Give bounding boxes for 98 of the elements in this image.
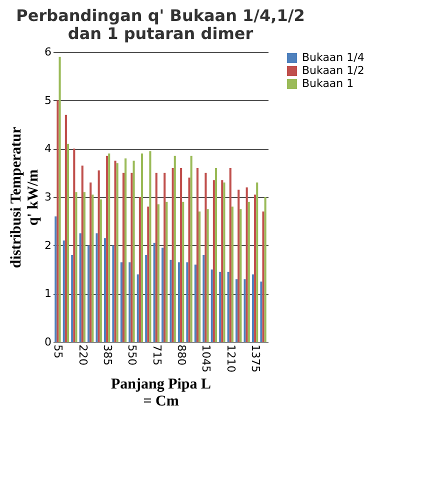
y-tick-label: 2 <box>44 238 52 252</box>
bar <box>238 190 240 342</box>
bar <box>170 260 172 342</box>
bar <box>162 248 164 342</box>
x-tick-label: 1375 <box>249 344 262 372</box>
bar <box>73 148 76 342</box>
bar <box>196 168 199 342</box>
bar <box>178 262 180 342</box>
bar <box>56 100 59 342</box>
bar <box>120 262 122 342</box>
bar <box>221 180 224 342</box>
bar <box>112 245 114 342</box>
y-tick-label: 3 <box>44 190 52 204</box>
bar <box>256 182 258 342</box>
bar <box>186 262 188 342</box>
bar <box>260 282 262 342</box>
bar <box>124 158 127 342</box>
bar <box>122 172 125 342</box>
bar <box>254 194 256 342</box>
bar <box>100 199 102 342</box>
bar <box>166 202 168 342</box>
bar <box>202 255 205 342</box>
y-tick-label: 6 <box>44 46 52 58</box>
bar <box>145 255 148 342</box>
x-tick-label: 880 <box>175 344 188 366</box>
legend-label: Bukaan 1/2 <box>302 64 364 77</box>
bar <box>62 240 65 342</box>
bar <box>128 262 131 342</box>
bar <box>116 163 118 342</box>
bar <box>246 187 248 342</box>
bar <box>149 151 152 342</box>
bar <box>214 168 218 342</box>
bar <box>244 279 246 342</box>
bar <box>188 178 190 342</box>
bar <box>172 168 174 342</box>
bar <box>240 209 242 342</box>
bar <box>155 172 158 342</box>
x-tick-label: 1210 <box>224 344 238 372</box>
bar <box>194 264 196 342</box>
x-axis-title: Panjang Pipa L = Cm <box>110 376 212 410</box>
bar <box>71 255 74 342</box>
bar <box>204 172 207 342</box>
bar <box>114 160 116 342</box>
bar <box>98 170 100 342</box>
bar <box>75 192 78 342</box>
bar <box>227 272 230 342</box>
bar <box>248 202 250 342</box>
bar <box>153 242 156 342</box>
bar <box>182 202 184 342</box>
bar <box>92 194 94 342</box>
bar <box>180 168 182 342</box>
bar <box>206 209 209 342</box>
bar <box>198 212 201 342</box>
y-axis-title: distribusi Temperatur q' kW/m <box>8 126 42 268</box>
y-tick-label: 0 <box>44 336 52 348</box>
bar <box>54 216 57 342</box>
bar <box>236 279 238 342</box>
x-tick-label: 550 <box>126 344 139 366</box>
bar <box>140 154 144 342</box>
x-tick-label: 715 <box>150 344 164 366</box>
bar <box>147 206 150 342</box>
bar <box>83 192 86 342</box>
bar <box>88 245 90 342</box>
bar <box>219 272 222 342</box>
x-tick-label: 385 <box>101 344 114 366</box>
bar <box>174 156 176 342</box>
bar <box>90 182 92 342</box>
y-tick-label: 5 <box>44 94 52 107</box>
bar <box>157 204 160 342</box>
bar <box>223 182 226 342</box>
bar <box>58 56 61 342</box>
y-tick-label: 4 <box>44 142 52 156</box>
bar <box>130 172 133 342</box>
bar <box>64 114 67 342</box>
legend-label: Bukaan 1 <box>302 77 354 90</box>
bar <box>210 270 213 342</box>
bar <box>212 180 215 342</box>
y-tick-label: 1 <box>44 287 52 300</box>
bar <box>190 156 192 342</box>
x-tick-label: 55 <box>52 344 65 358</box>
bar <box>264 197 266 342</box>
bar <box>262 212 264 342</box>
bar <box>229 168 232 342</box>
bar <box>79 233 82 342</box>
bar <box>164 172 166 342</box>
bar <box>96 233 98 342</box>
x-tick-label: 1045 <box>200 344 213 372</box>
bar <box>136 274 139 342</box>
x-tick-label: 220 <box>76 344 90 366</box>
bar <box>104 238 106 342</box>
chart-title: Perbandingan q' Bukaan 1/4,1/2 dan 1 putaran dimer <box>16 6 305 43</box>
bar <box>81 166 84 342</box>
bar <box>138 197 141 342</box>
bar <box>66 144 70 342</box>
bar <box>132 160 135 342</box>
bar <box>252 274 254 342</box>
legend-label: Bukaan 1/4 <box>302 51 364 64</box>
bar <box>231 206 234 342</box>
